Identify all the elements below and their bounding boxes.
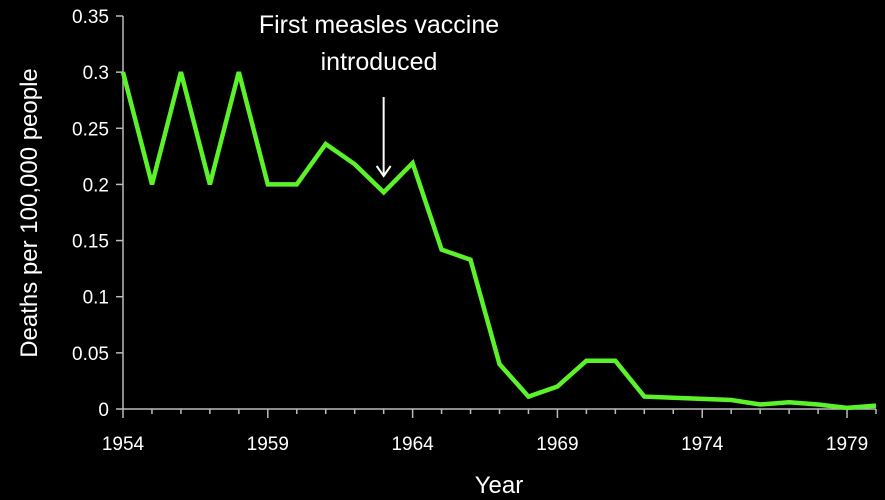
annotation-text: First measles vaccine (259, 11, 499, 39)
annotation-arrow-head (375, 165, 392, 178)
x-tick-label: 1974 (681, 434, 724, 455)
y-tick-label: 0 (98, 400, 109, 421)
x-tick-label: 1964 (391, 434, 434, 455)
x-axis-title: Year (475, 472, 524, 499)
x-tick-label: 1969 (536, 434, 578, 455)
y-tick-label: 0.05 (72, 344, 109, 365)
annotation-text: introduced (321, 48, 438, 76)
y-tick-label: 0.15 (72, 232, 109, 253)
y-tick-label: 0.25 (72, 119, 109, 140)
y-tick-label: 0.3 (83, 63, 109, 84)
x-tick-label: 1954 (102, 434, 145, 455)
series-line (120, 71, 877, 411)
y-tick-label: 0.35 (72, 7, 109, 28)
y-tick-label: 0.2 (83, 175, 109, 196)
annotation: First measles vaccine introduced (259, 11, 499, 178)
y-axis-title: Deaths per 100,000 people (16, 68, 43, 358)
x-axis: 1954 1959 1964 1969 1974 1979 (102, 408, 877, 455)
y-axis: 0 0.05 0.1 0.15 0.2 0.25 0.3 0.35 (72, 7, 124, 421)
x-tick-label: 1979 (826, 434, 868, 455)
series-group (120, 71, 877, 411)
y-tick-label: 0.1 (83, 288, 109, 309)
x-tick-label: 1959 (247, 434, 289, 455)
